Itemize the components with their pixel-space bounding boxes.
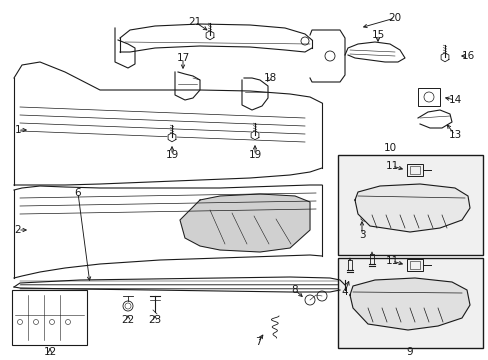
- Bar: [337, 155, 482, 255]
- Bar: [417, 88, 439, 106]
- Text: 3: 3: [358, 230, 365, 240]
- Polygon shape: [168, 133, 176, 142]
- Text: 15: 15: [370, 30, 384, 40]
- Bar: [337, 258, 482, 348]
- Polygon shape: [251, 131, 258, 140]
- Text: 11: 11: [385, 161, 398, 171]
- Bar: [406, 164, 422, 176]
- Text: 22: 22: [121, 315, 134, 325]
- Text: 21: 21: [188, 17, 201, 27]
- Polygon shape: [360, 213, 368, 222]
- Text: 9: 9: [406, 347, 412, 357]
- Text: 19: 19: [248, 150, 261, 160]
- Text: 12: 12: [43, 347, 57, 357]
- Polygon shape: [349, 278, 469, 330]
- Text: 17: 17: [176, 53, 189, 63]
- Bar: [12, 290, 87, 345]
- Text: 4: 4: [341, 287, 347, 297]
- Text: 20: 20: [387, 13, 401, 23]
- Text: 23: 23: [148, 315, 162, 325]
- Text: 19: 19: [165, 150, 178, 160]
- Text: 8: 8: [291, 285, 298, 295]
- Text: 11: 11: [385, 256, 398, 266]
- Text: 18: 18: [263, 73, 276, 83]
- Polygon shape: [205, 31, 213, 40]
- Bar: [337, 155, 482, 255]
- Bar: [337, 258, 482, 348]
- Text: 14: 14: [447, 95, 461, 105]
- Polygon shape: [180, 194, 309, 252]
- Text: 16: 16: [461, 51, 474, 61]
- Polygon shape: [354, 184, 469, 232]
- Text: 2: 2: [15, 225, 21, 235]
- Bar: [409, 261, 419, 269]
- Polygon shape: [440, 53, 448, 62]
- Bar: [406, 259, 422, 271]
- Text: 5: 5: [366, 290, 372, 300]
- Text: 13: 13: [447, 130, 461, 140]
- Text: 10: 10: [383, 143, 396, 153]
- Text: 7: 7: [254, 337, 261, 347]
- Text: 1: 1: [15, 125, 21, 135]
- Bar: [409, 166, 419, 174]
- Text: 6: 6: [75, 188, 81, 198]
